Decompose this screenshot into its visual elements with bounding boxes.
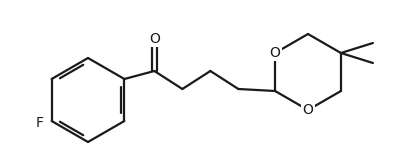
Text: F: F xyxy=(36,116,44,130)
Text: O: O xyxy=(303,103,314,117)
Text: O: O xyxy=(149,32,160,46)
Text: O: O xyxy=(270,46,281,60)
